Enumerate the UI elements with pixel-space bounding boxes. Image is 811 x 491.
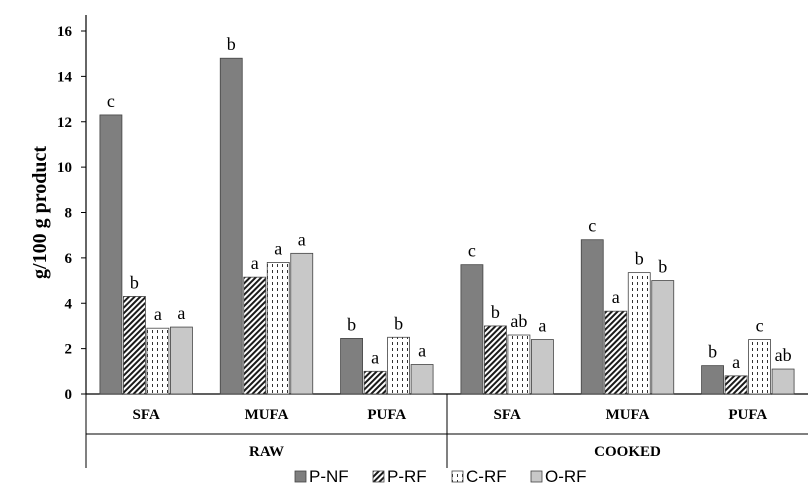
significance-label: a [298,229,306,249]
y-tick-label: 12 [57,115,72,131]
bar-p-nf [219,57,243,395]
bar-p-nf [340,338,363,395]
legend-swatch-o-rf [530,470,543,483]
bar-p-rf [123,296,146,395]
significance-label: a [251,253,259,273]
x-category-label: SFA [133,407,160,423]
significance-label: a [612,287,620,307]
bar-c-rf [387,336,410,395]
axes: 0 2 4 6 8 10 12 14 16 g/100 g product SFA MUFA PUFA R… [29,15,808,468]
bar-c-rf [266,262,290,395]
significance-label: b [130,272,139,292]
y-tick-label: 8 [65,206,73,222]
legend-label: P-NF [309,467,349,486]
significance-label: c [588,216,596,236]
significance-label: a [371,347,379,367]
significance-label: a [732,352,740,372]
y-tick-label: 14 [57,69,73,85]
legend-label: P-RF [387,467,427,486]
bar-o-rf [410,364,434,395]
legend: P-NF P-RF C-RF O-RF [294,467,587,486]
y-axis-title: g/100 g product [29,146,51,279]
significance-label: a [418,341,426,361]
x-category-label: PUFA [728,407,767,423]
bar-o-rf [651,280,675,395]
legend-swatch-p-nf [294,470,307,483]
significance-label: b [658,257,667,277]
bar-p-nf [580,239,604,395]
significance-label: c [756,316,764,336]
significance-label: c [107,91,115,111]
bars [99,57,795,395]
bar-c-rf [748,339,771,395]
bar-p-rf [243,276,267,395]
x-category-label: SFA [494,407,521,423]
significance-label: b [635,249,644,269]
bar-o-rf [771,368,795,395]
significance-label: b [347,314,356,334]
x-category-label: PUFA [367,407,406,423]
significance-label: c [468,241,476,261]
x-group-label: RAW [249,444,284,460]
bar-p-rf [484,325,507,395]
bar-p-nf [99,114,123,395]
significance-label: a [274,238,282,258]
bar-p-rf [604,310,628,395]
significance-label: b [227,34,236,54]
significance-label: ab [510,311,527,331]
bar-p-rf [724,375,748,395]
bar-c-rf [507,334,531,395]
significance-label: b [708,342,717,362]
bar-o-rf [531,339,554,395]
bar-p-nf [701,365,724,395]
y-tick-label: 10 [57,160,72,176]
legend-label: C-RF [466,467,507,486]
y-tick-label: 16 [57,24,73,40]
y-tick-label: 2 [65,342,73,358]
y-tick-label: 6 [65,251,73,267]
x-category-label: MUFA [606,407,650,423]
significance-label: a [538,316,546,336]
bar-p-rf [363,370,387,395]
bar-p-nf [460,264,484,395]
significance-label: ab [775,345,792,365]
significance-label: a [177,303,185,323]
significance-label: a [154,304,162,324]
x-category-label: MUFA [245,407,289,423]
legend-swatch-p-rf [372,470,385,483]
bar-c-rf [146,327,170,395]
bar-o-rf [290,252,314,395]
y-tick-label: 0 [65,387,73,403]
bar-o-rf [170,326,193,395]
significance-label: b [394,313,403,333]
legend-swatch-c-rf [451,470,464,483]
y-tick-label: 4 [65,296,73,312]
bar-c-rf [627,272,651,395]
legend-label: O-RF [545,467,587,486]
significance-label: b [491,302,500,322]
x-group-label: COOKED [594,444,661,460]
